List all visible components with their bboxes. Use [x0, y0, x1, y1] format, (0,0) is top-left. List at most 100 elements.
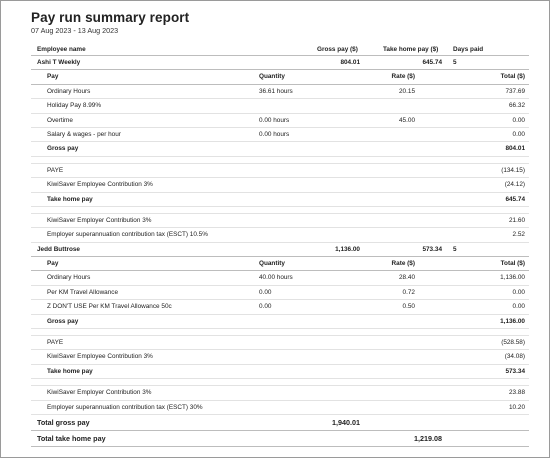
- total-take-home-pay-value: 1,219.08: [414, 433, 442, 443]
- row-spacer: [31, 329, 529, 337]
- deduction-row: KiwiSaver Employee Contribution 3% (34.0…: [31, 350, 529, 365]
- employee-days-paid: 5: [453, 59, 457, 66]
- report-period: 07 Aug 2023 - 13 Aug 2023: [31, 26, 119, 35]
- earning-row: Ordinary Hours 40.00 hours 28.40 1,136.0…: [31, 271, 529, 286]
- employer-contribution-item: KiwiSaver Employer Contribution 3%: [47, 389, 152, 397]
- detail-column-rate: Rate ($): [391, 260, 415, 268]
- employee-gross-pay: 1,136.00: [335, 245, 360, 253]
- employee-name: Jedd Buttrose: [37, 245, 80, 253]
- employee-summary-row: Jedd Buttrose 1,136.00 573.34 5: [31, 243, 529, 258]
- take-home-pay-label: Take home pay: [47, 367, 93, 375]
- earning-quantity: 0.00: [259, 303, 272, 311]
- take-home-pay-total: 645.74: [505, 195, 525, 203]
- deduction-row: PAYE (528.58): [31, 336, 529, 351]
- earning-item: Ordinary Hours: [47, 274, 91, 282]
- earning-quantity: 0.00 hours: [259, 116, 290, 124]
- column-days-paid: Days paid: [453, 46, 484, 53]
- employer-contribution-item: KiwiSaver Employer Contribution 3%: [47, 216, 152, 224]
- earning-row: Per KM Travel Allowance 0.00 0.72 0.00: [31, 286, 529, 301]
- earning-rate: 0.72: [402, 288, 415, 296]
- detail-column-quantity: Quantity: [259, 260, 285, 268]
- employer-contribution-row: KiwiSaver Employer Contribution 3% 23.88: [31, 386, 529, 401]
- earning-item: Ordinary Hours: [47, 87, 91, 95]
- employer-contribution-total: 10.20: [509, 403, 525, 411]
- detail-header-row: Pay Quantity Rate ($) Total ($): [31, 257, 529, 272]
- detail-column-pay: Pay: [47, 260, 59, 268]
- detail-header-row: Pay Quantity Rate ($) Total ($): [31, 70, 529, 85]
- earning-quantity: 36.61 hours: [259, 87, 293, 95]
- take-home-pay-row: Take home pay 573.34: [31, 365, 529, 380]
- column-gross-pay: Gross pay ($): [317, 46, 358, 53]
- employer-contribution-row: KiwiSaver Employer Contribution 3% 21.60: [31, 214, 529, 229]
- earning-rate: 28.40: [399, 274, 415, 282]
- take-home-pay-label: Take home pay: [47, 195, 93, 203]
- report-table: Employee name Gross pay ($) Take home pa…: [31, 44, 529, 447]
- detail-column-total: Total ($): [500, 260, 525, 268]
- employee-summary-row: Ashi T Weekly 804.01 645.74 5: [31, 56, 529, 71]
- earning-item: Overtime: [47, 116, 73, 124]
- earning-row: Ordinary Hours 36.61 hours 20.15 737.69: [31, 85, 529, 100]
- earning-quantity: 0.00: [259, 288, 272, 296]
- total-take-home-pay-row: Total take home pay 1,219.08: [31, 431, 529, 447]
- gross-pay-row: Gross pay 1,136.00: [31, 315, 529, 330]
- deduction-row: PAYE (134.15): [31, 164, 529, 179]
- employee-take-home-pay: 573.34: [422, 245, 442, 253]
- earning-quantity: 0.00 hours: [259, 130, 290, 138]
- deduction-item: KiwiSaver Employee Contribution 3%: [47, 181, 153, 189]
- gross-pay-total: 1,136.00: [500, 317, 525, 325]
- detail-column-rate: Rate ($): [391, 73, 415, 81]
- employee-gross-pay: 804.01: [340, 59, 360, 66]
- employer-contribution-row: Employer superannuation contribution tax…: [31, 228, 529, 243]
- employer-contribution-total: 2.52: [512, 231, 525, 239]
- deduction-item: KiwiSaver Employee Contribution 3%: [47, 353, 153, 361]
- earning-item: Holiday Pay 8.99%: [47, 102, 101, 110]
- deduction-total: (34.08): [504, 353, 525, 361]
- employer-contribution-total: 23.88: [509, 389, 525, 397]
- deduction-item: PAYE: [47, 166, 64, 174]
- earning-row: Z DON'T USE Per KM Travel Allowance 50c …: [31, 300, 529, 315]
- employer-contribution-total: 21.60: [509, 216, 525, 224]
- take-home-pay-row: Take home pay 645.74: [31, 193, 529, 207]
- total-gross-pay-label: Total gross pay: [37, 417, 90, 427]
- deduction-total: (134.15): [501, 166, 525, 174]
- column-employee-name: Employee name: [37, 46, 86, 53]
- gross-pay-total: 804.01: [505, 145, 525, 153]
- row-spacer: [31, 379, 529, 387]
- earning-total: 1,136.00: [500, 274, 525, 282]
- gross-pay-label: Gross pay: [47, 145, 79, 153]
- earning-row: Salary & wages - per hour 0.00 hours 0.0…: [31, 128, 529, 143]
- deduction-row: KiwiSaver Employee Contribution 3% (24.1…: [31, 178, 529, 193]
- deduction-item: PAYE: [47, 339, 64, 347]
- detail-column-pay: Pay: [47, 73, 59, 81]
- earning-rate: 20.15: [399, 87, 415, 95]
- take-home-pay-total: 573.34: [505, 367, 525, 375]
- employer-contribution-item: Employer superannuation contribution tax…: [47, 403, 203, 411]
- earning-total: 0.00: [512, 116, 525, 124]
- row-spacer: [31, 157, 529, 164]
- earning-quantity: 40.00 hours: [259, 274, 293, 282]
- total-gross-pay-row: Total gross pay 1,940.01: [31, 415, 529, 431]
- column-take-home-pay: Take home pay ($): [383, 46, 439, 53]
- earning-row: Overtime 0.00 hours 45.00 0.00: [31, 114, 529, 128]
- row-spacer: [31, 207, 529, 214]
- earning-rate: 0.50: [402, 303, 415, 311]
- total-gross-pay-value: 1,940.01: [332, 417, 360, 427]
- detail-column-total: Total ($): [500, 73, 525, 81]
- earning-row: Holiday Pay 8.99% 66.32: [31, 99, 529, 114]
- report-title: Pay run summary report: [31, 10, 190, 25]
- earning-total: 0.00: [512, 303, 525, 311]
- earning-item: Z DON'T USE Per KM Travel Allowance 50c: [47, 303, 172, 311]
- column-header-row: Employee name Gross pay ($) Take home pa…: [31, 44, 529, 56]
- total-take-home-pay-label: Total take home pay: [37, 433, 106, 443]
- earning-total: 66.32: [509, 102, 525, 110]
- detail-column-quantity: Quantity: [259, 73, 285, 81]
- earning-item: Salary & wages - per hour: [47, 130, 121, 138]
- gross-pay-label: Gross pay: [47, 317, 79, 325]
- gross-pay-row: Gross pay 804.01: [31, 142, 529, 157]
- employee-days-paid: 5: [453, 245, 457, 253]
- deduction-total: (24.12): [504, 181, 525, 189]
- employer-contribution-item: Employer superannuation contribution tax…: [47, 231, 208, 239]
- earning-rate: 45.00: [399, 116, 415, 124]
- earning-total: 0.00: [512, 288, 525, 296]
